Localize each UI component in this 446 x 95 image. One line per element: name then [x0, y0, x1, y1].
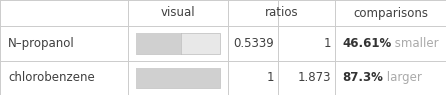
- Text: 1: 1: [323, 37, 331, 50]
- Text: 87.3%: 87.3%: [342, 71, 383, 84]
- Text: visual: visual: [161, 6, 195, 19]
- Text: 46.61%: 46.61%: [342, 37, 391, 50]
- Text: 1.873: 1.873: [297, 71, 331, 84]
- Text: chlorobenzene: chlorobenzene: [8, 71, 95, 84]
- Bar: [136, 68, 220, 88]
- Bar: [136, 33, 220, 53]
- Text: 0.5339: 0.5339: [233, 37, 274, 50]
- Text: ratios: ratios: [264, 6, 298, 19]
- Text: larger: larger: [383, 71, 422, 84]
- Text: N–propanol: N–propanol: [8, 37, 75, 50]
- Bar: [136, 68, 220, 88]
- Text: comparisons: comparisons: [353, 6, 428, 19]
- Bar: [136, 33, 181, 53]
- Text: 1: 1: [267, 71, 274, 84]
- Text: smaller: smaller: [391, 37, 439, 50]
